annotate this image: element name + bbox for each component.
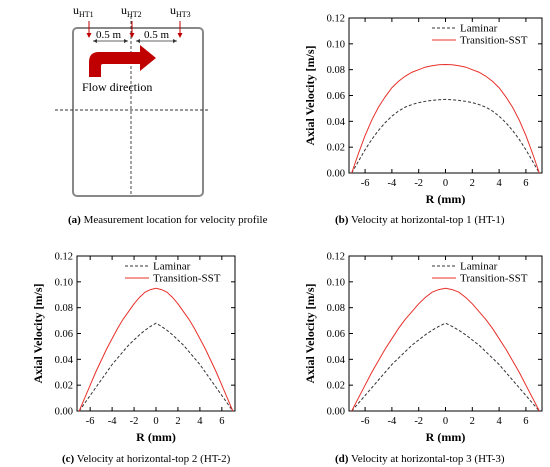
chart1-series-line-transition-sst bbox=[351, 63, 540, 174]
chart2-x-tick-label: 2 bbox=[175, 416, 180, 427]
chart1-x-axis-label: R (mm) bbox=[426, 192, 466, 206]
chart2-legend-label: Laminar bbox=[153, 261, 191, 273]
chart2-x-tick-label: -6 bbox=[86, 416, 95, 427]
chart3-y-tick-label: 0.00 bbox=[327, 407, 345, 418]
chart1-y-tick-label: 0.04 bbox=[327, 117, 346, 128]
chart1-y-tick-label: 0.08 bbox=[327, 65, 345, 76]
chart3-x-tick-label: -6 bbox=[361, 416, 370, 427]
chart3-y-tick-label: 0.02 bbox=[327, 381, 345, 392]
chart2-series-line-laminar bbox=[78, 322, 234, 412]
distance-label-left: 0.5 m bbox=[96, 29, 122, 41]
chart2-legend-label: Transition-SST bbox=[153, 273, 221, 285]
chart1-y-tick-label: 0.10 bbox=[327, 39, 345, 50]
chart3-y-axis-label: Axial Velocity [m/s] bbox=[303, 284, 317, 384]
panel-b-chart: -6 -4 -2 0 2 4 6 0.00 0.02 0.04 0.06 0.08 0.10 0.12 R … bbox=[303, 14, 543, 206]
chart3-y-tick-label: 0.04 bbox=[327, 355, 346, 366]
chart3-y-tick-label: 0.06 bbox=[327, 329, 345, 340]
chart2-y-tick-label: 0.00 bbox=[55, 407, 73, 418]
caption-a: (a) Measurement location for velocity pr… bbox=[68, 214, 268, 226]
chart3-series-line-transition-sst bbox=[351, 287, 540, 412]
panel-d-chart: -6 -4 -2 0 2 4 6 0.00 0.02 0.04 0.06 0.08 0.10 0.12 R … bbox=[303, 252, 543, 444]
chart2-series-line-transition-sst bbox=[78, 287, 234, 412]
spacing-arrow-right bbox=[136, 39, 177, 43]
distance-label-right: 0.5 m bbox=[144, 29, 170, 41]
chart1-y-tick-label: 0.12 bbox=[327, 14, 345, 25]
chart2-y-tick-label: 0.12 bbox=[55, 252, 73, 263]
caption-c: (c) Velocity at horizontal-top 2 (HT-2) bbox=[62, 453, 231, 465]
measurement-box bbox=[72, 27, 204, 197]
flow-arrow-icon bbox=[89, 45, 156, 77]
panel-a-schematic: uHT1 uHT2 uHT3 0.5 m 0.5 m bbox=[55, 3, 268, 226]
chart1-x-tick-label: -2 bbox=[414, 178, 423, 189]
flow-direction-label: Flow direction bbox=[82, 80, 152, 94]
chart3-legend-label: Transition-SST bbox=[460, 273, 528, 285]
chart1-x-tick-label: 6 bbox=[523, 178, 528, 189]
chart3-y-tick-label: 0.12 bbox=[327, 252, 345, 263]
chart3-y-tick-label: 0.10 bbox=[327, 277, 345, 288]
probe-arrow-ht1 bbox=[86, 21, 92, 38]
chart1-x-tick-label: -4 bbox=[388, 178, 397, 189]
chart2-y-axis-label: Axial Velocity [m/s] bbox=[31, 284, 45, 384]
chart3-x-tick-label: -2 bbox=[414, 416, 423, 427]
chart1-legend-label: Transition-SST bbox=[460, 35, 528, 47]
chart2-x-tick-label: -4 bbox=[108, 416, 117, 427]
spacing-arrow-left bbox=[93, 39, 128, 43]
probe-label-ht1: uHT1 bbox=[73, 3, 94, 19]
probe-label-ht2: uHT2 bbox=[121, 3, 142, 19]
chart1-y-tick-label: 0.00 bbox=[327, 169, 345, 180]
chart3-x-axis-label: R (mm) bbox=[426, 430, 466, 444]
chart2-y-tick-label: 0.10 bbox=[55, 277, 73, 288]
chart1-x-tick-label: 0 bbox=[443, 178, 448, 189]
chart3-legend-label: Laminar bbox=[460, 261, 498, 273]
chart2-x-tick-label: 6 bbox=[219, 416, 224, 427]
panel-c-chart: -6 -4 -2 0 2 4 6 0.00 0.02 0.04 0.06 0.08 0.10 0.12 R … bbox=[31, 252, 236, 444]
chart2-x-tick-label: 4 bbox=[197, 416, 203, 427]
chart1-x-tick-label: -6 bbox=[361, 178, 370, 189]
chart1-legend-label: Laminar bbox=[460, 23, 498, 35]
chart3-series-line-laminar bbox=[351, 322, 540, 412]
chart2-y-tick-label: 0.08 bbox=[55, 303, 73, 314]
chart1-y-tick-label: 0.02 bbox=[327, 143, 345, 154]
caption-d: (d) Velocity at horizontal-top 3 (HT-3) bbox=[335, 453, 505, 465]
chart2-x-tick-label: -2 bbox=[130, 416, 139, 427]
probe-arrow-ht3 bbox=[177, 21, 183, 38]
chart3-x-tick-label: -4 bbox=[388, 416, 397, 427]
chart1-x-tick-label: 2 bbox=[470, 178, 475, 189]
chart3-x-tick-label: 2 bbox=[470, 416, 475, 427]
chart1-series-line-laminar bbox=[351, 98, 540, 174]
caption-b: (b) Velocity at horizontal-top 1 (HT-1) bbox=[335, 214, 505, 226]
chart1-y-axis-label: Axial Velocity [m/s] bbox=[303, 46, 317, 146]
chart2-y-tick-label: 0.02 bbox=[55, 381, 73, 392]
chart3-x-tick-label: 0 bbox=[443, 416, 448, 427]
chart3-x-tick-label: 4 bbox=[496, 416, 502, 427]
chart2-x-axis-label: R (mm) bbox=[136, 430, 176, 444]
chart1-y-tick-label: 0.06 bbox=[327, 91, 345, 102]
chart2-y-tick-label: 0.04 bbox=[55, 355, 74, 366]
chart3-y-tick-label: 0.08 bbox=[327, 303, 345, 314]
chart2-y-tick-label: 0.06 bbox=[55, 329, 73, 340]
probe-arrow-ht2 bbox=[129, 21, 135, 38]
probe-label-ht3: uHT3 bbox=[170, 3, 191, 19]
chart1-x-tick-label: 4 bbox=[496, 178, 502, 189]
chart2-x-tick-label: 0 bbox=[153, 416, 158, 427]
chart3-x-tick-label: 6 bbox=[523, 416, 528, 427]
